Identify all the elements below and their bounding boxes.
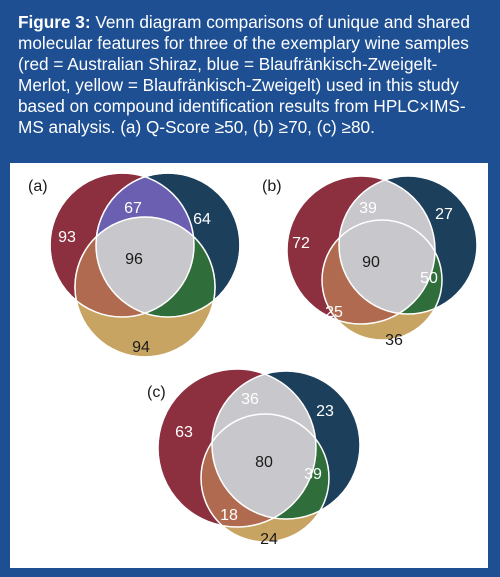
panel-b-red-blue-value: 39	[359, 200, 377, 217]
venn-a-center-region	[96, 217, 194, 317]
panel-a-red-only-value: 93	[58, 229, 76, 246]
panel-b-yellow-only-value: 36	[385, 332, 403, 349]
panel-b-label: (b)	[262, 178, 282, 195]
panel-a-red-blue-value: 67	[124, 200, 142, 217]
caption-text: Venn diagram comparisons of unique and s…	[18, 12, 470, 137]
figure-caption: Figure 3: Venn diagram comparisons of un…	[18, 12, 488, 138]
venn-panel-a: (a) 93 67 64 96 94	[28, 172, 241, 358]
panel-b-red-yellow-value: 25	[325, 304, 343, 321]
panel-c-center-value: 80	[255, 454, 273, 471]
venn-b-center-region	[339, 176, 435, 314]
panel-c-red-only-value: 63	[175, 424, 193, 441]
panel-c-red-blue-value: 36	[241, 391, 259, 408]
panel-b-blue-yellow-value: 50	[420, 270, 438, 287]
venn-panel-c: (c) 63 36 23 80 39 18 24	[147, 368, 361, 548]
panel-b-red-only-value: 72	[292, 235, 310, 252]
panel-c-blue-only-value: 23	[316, 403, 334, 420]
panel-c-blue-yellow-value: 39	[304, 466, 322, 483]
panel-a-label: (a)	[28, 178, 48, 195]
panel-c-label: (c)	[147, 384, 166, 401]
venn-c-center-region	[212, 371, 316, 519]
venn-panel-b: (b) 72 39 27 90 50 25 36	[262, 175, 478, 349]
panel-a-yellow-only-value: 94	[132, 339, 150, 356]
diagram-area: (a) 93 67 64 96 94	[10, 163, 488, 568]
panel-c-yellow-only-value: 24	[260, 531, 278, 548]
panel-c-red-yellow-value: 18	[220, 507, 238, 524]
panel-a-blue-only-value: 64	[193, 211, 211, 228]
panel-b-center-value: 90	[362, 254, 380, 271]
caption-label: Figure 3:	[18, 12, 91, 32]
venn-diagrams: (a) 93 67 64 96 94	[28, 172, 478, 548]
panel-b-blue-only-value: 27	[435, 206, 453, 223]
panel-a-center-value: 96	[125, 251, 143, 268]
